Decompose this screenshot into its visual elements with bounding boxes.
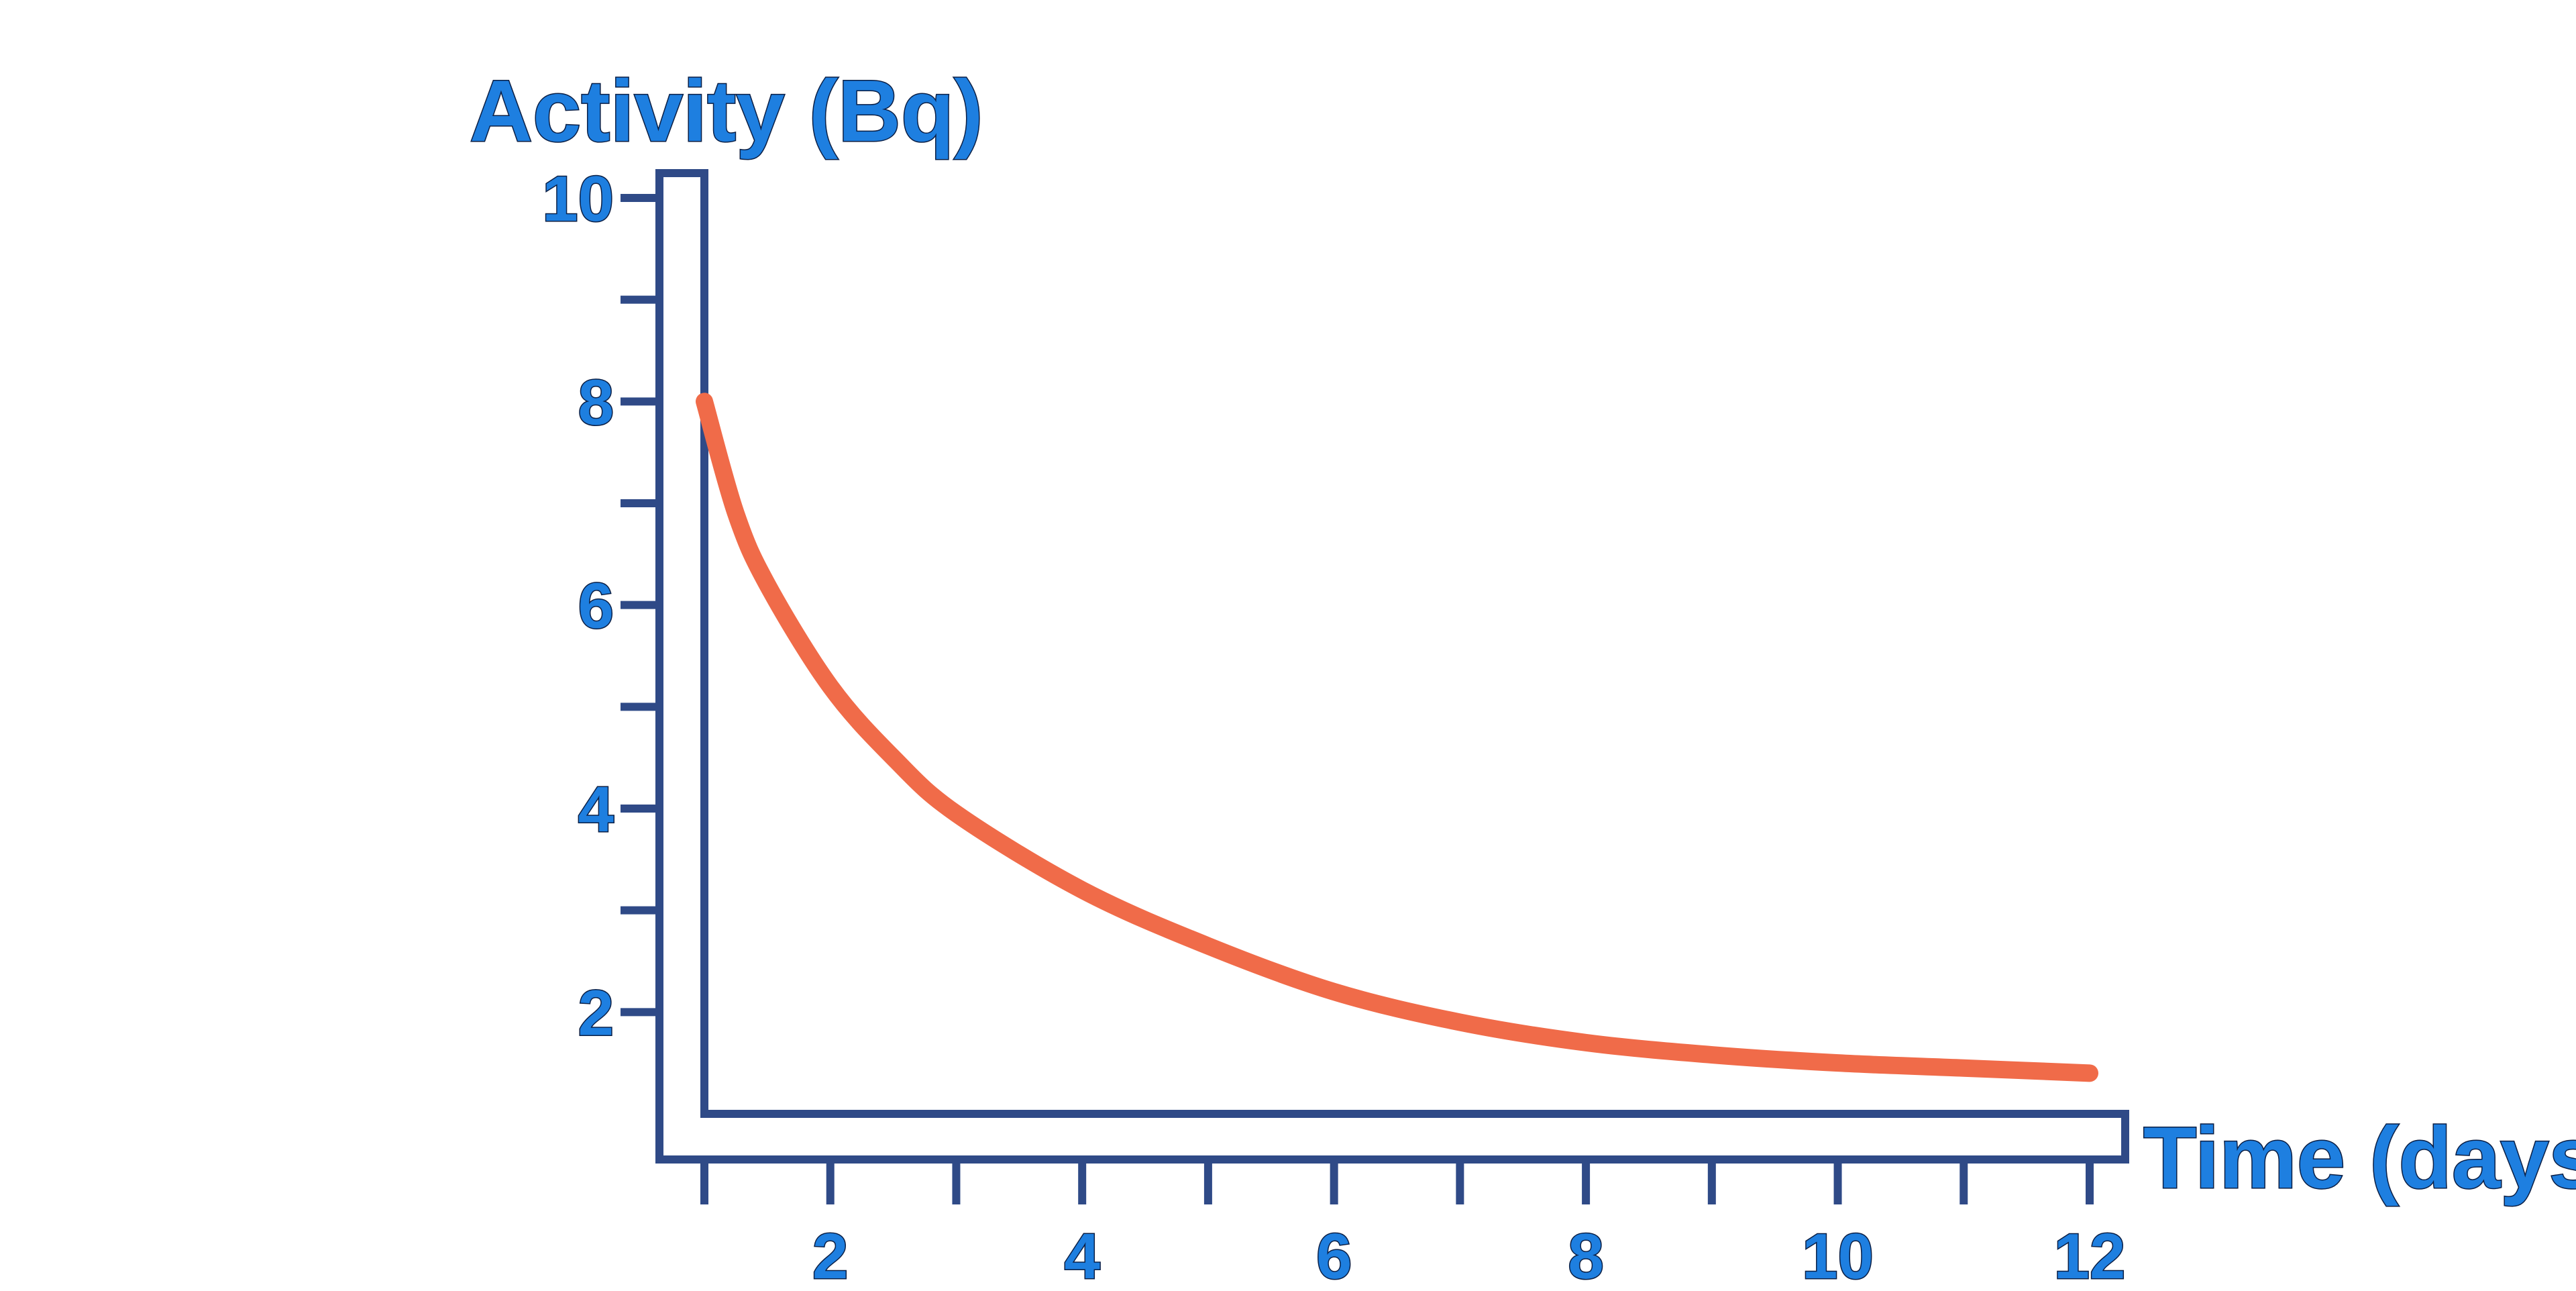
x-tick-label: 10 [1802,1221,1874,1291]
y-axis-ticks: 10 8 6 4 2 [541,162,659,1050]
x-tick-label: 8 [1568,1221,1603,1291]
x-tick-label: 12 [2054,1221,2126,1291]
x-tick-label: 6 [1316,1221,1352,1291]
y-tick-label: 4 [578,774,614,845]
axis-frame [655,169,2129,1164]
y-tick-label: 8 [578,366,614,438]
axes-frame [655,169,2129,1164]
y-axis-label: Activity (Bq) [470,62,983,160]
y-tick-label: 10 [542,163,614,235]
x-tick-label: 2 [812,1221,848,1291]
x-tick-label: 4 [1064,1221,1099,1291]
y-tick-label: 2 [578,977,614,1049]
series-layer [696,393,2098,1082]
x-axis-label: Time (days) [2143,1108,2576,1206]
x-axis-ticks: 2 4 6 8 10 12 [700,1159,2127,1291]
y-tick-label: 6 [578,570,614,642]
decay-curve [696,393,2098,1082]
